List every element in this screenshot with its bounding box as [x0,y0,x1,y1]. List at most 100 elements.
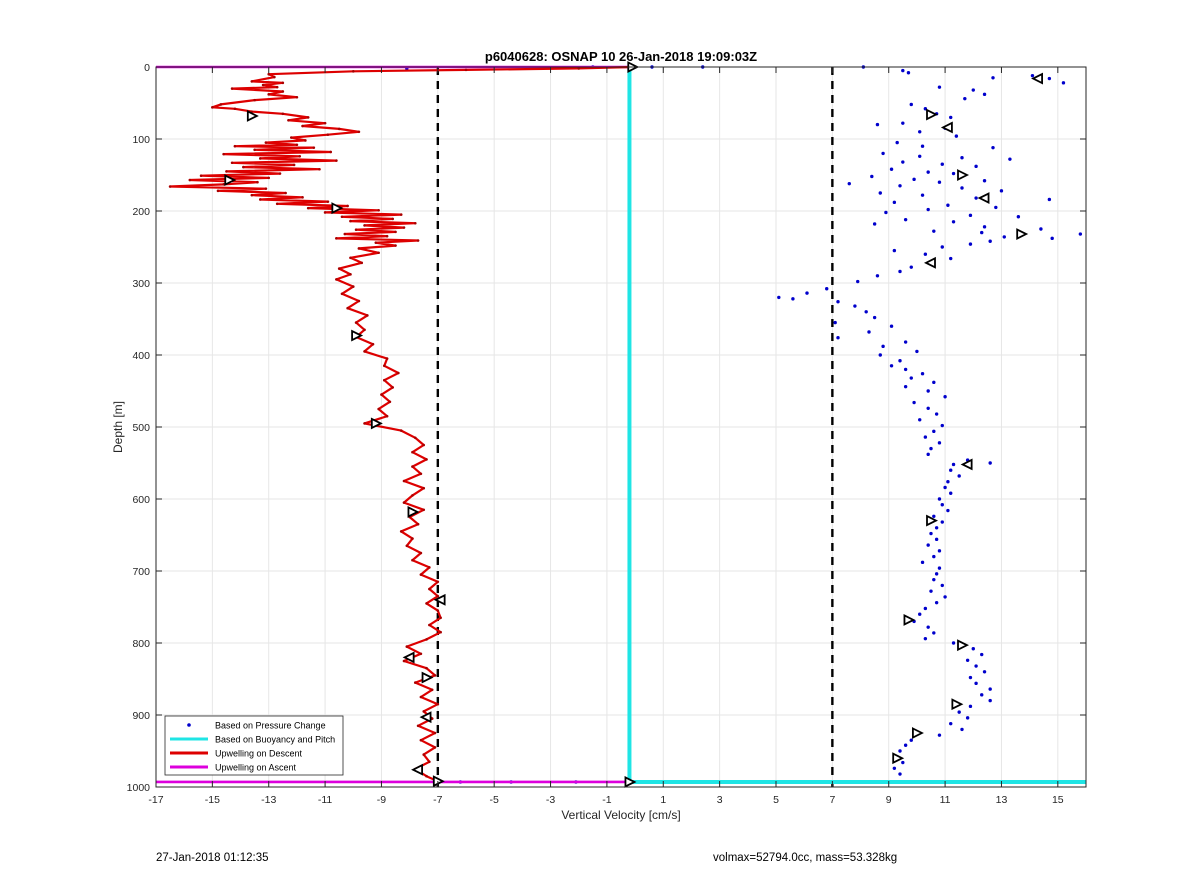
pressure-point [988,239,992,243]
descent-point [419,551,423,555]
x-tick-label: -1 [602,794,611,806]
descent-point [253,148,256,152]
pressure-point [856,279,860,284]
pressure-point [926,389,930,393]
pressure-point [895,140,899,145]
threshold-lines [436,67,834,787]
pressure-point [988,698,992,703]
pressure-point [791,297,795,301]
descent-point [385,357,389,360]
pressure-point [918,418,922,422]
marker-triangle [433,593,446,606]
pressure-point [946,508,950,513]
descent-point [250,80,254,83]
descent-point [428,623,431,627]
pressure-point [929,589,933,593]
descent-point [326,133,330,136]
descent-point [250,193,254,197]
pressure-point [1061,81,1066,85]
marker-triangle [402,651,415,664]
descent-point [346,306,349,310]
descent-point [428,566,431,569]
descent-point [301,124,304,128]
pressure-point [949,468,953,472]
pressure-point [898,184,902,188]
descent-point [230,87,234,90]
marker-triangle [957,169,970,181]
descent-point [422,508,426,512]
descent-point [242,165,245,169]
pressure-point [943,395,947,399]
x-tick-label: 9 [886,794,892,806]
descent-point [326,200,330,203]
pressure-point [1047,76,1052,81]
pressure-point [974,196,978,200]
marker-triangle [331,202,344,215]
pressure-point [974,664,978,668]
pressure-point [971,647,975,651]
pressure-point [932,514,936,518]
descent-point [394,230,397,234]
pressure-point [833,320,837,325]
descent-point [351,285,355,288]
pressure-point [982,92,987,97]
descent-point [382,364,386,368]
descent-point [335,278,338,281]
pressure-point [909,376,913,380]
marker-triangle [411,763,423,776]
descent-point [363,224,366,227]
pressure-point [957,710,961,714]
descent-point [428,760,431,764]
descent-point [399,429,403,432]
pressure-point [982,225,987,229]
descent-point [430,688,434,692]
descent-point [416,522,420,526]
y-tick-label: 500 [132,422,150,434]
descent-point [275,202,279,206]
pressure-point [951,462,956,467]
y-tick-label: 700 [132,566,150,578]
descent-point [402,501,406,504]
descent-point [388,400,392,404]
pressure-point [951,171,956,176]
descent-point [402,659,406,663]
pressure-point [937,549,942,553]
pressure-point [937,497,942,501]
pressure-point [889,364,894,368]
marker-triangle [892,752,905,765]
legend-box [164,715,344,776]
pressure-point [903,367,908,372]
descent-point [399,213,403,216]
descent-point [402,479,406,483]
descent-point [346,204,349,208]
marker-triangle [960,458,973,471]
marker-triangle [923,256,936,269]
descent-point [287,118,290,122]
descent-point [391,217,395,221]
descent-point [340,292,344,296]
descent-point [411,558,414,562]
pressure-point [934,526,939,530]
pressure-point [926,543,930,547]
descent-point [416,239,420,242]
descent-point [351,70,355,73]
pressure-point [960,727,964,732]
pressure-point [926,170,930,174]
descent-point [377,251,380,255]
descent-point [349,256,352,260]
descent-point [289,136,293,139]
marker-triangle [912,727,924,739]
pressure-point [932,554,936,559]
pressure-point [926,625,930,629]
descent-point [402,226,406,229]
pressure-point [1047,197,1052,202]
pressure-point [923,606,928,611]
pressure-point [892,248,897,253]
descent-point [380,393,383,396]
pressure-point [889,324,894,328]
pressure-point [937,733,942,737]
pressure-point [923,636,928,641]
descent-point [436,609,440,612]
y-tick-label: 300 [132,278,150,290]
